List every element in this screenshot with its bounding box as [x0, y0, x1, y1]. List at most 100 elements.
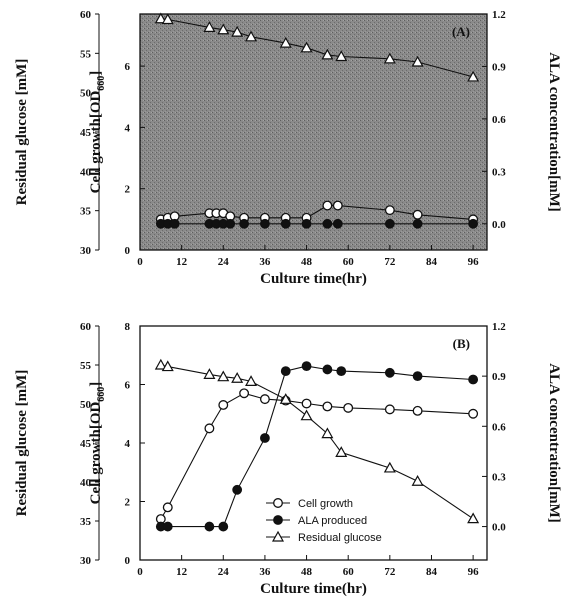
data-point	[343, 402, 354, 413]
right-tick-label: 0.9	[492, 61, 506, 73]
data-point	[300, 41, 313, 53]
data-point	[300, 409, 313, 421]
right-tick-label: 0.6	[492, 421, 506, 433]
right-tick-label: 0.6	[492, 114, 506, 126]
inner-axis-title-main: Cell growth[OD	[88, 91, 104, 194]
outer-axis-title: Residual glucose [mM]	[14, 59, 30, 206]
data-point	[322, 401, 333, 412]
x-tick-label: 60	[343, 256, 355, 268]
inner-tick-label: 2	[125, 184, 131, 196]
data-point	[169, 218, 180, 229]
plot-area	[139, 13, 488, 251]
data-point	[301, 361, 312, 372]
x-tick-label: 84	[426, 256, 438, 268]
outer-tick-label: 35	[80, 206, 92, 218]
data-point	[468, 218, 479, 229]
data-point	[332, 218, 343, 229]
x-tick-label: 0	[137, 566, 143, 578]
outer-tick-label: 55	[80, 360, 92, 372]
data-point	[280, 366, 291, 377]
right-axis-title: ALA concentration[mM]	[546, 363, 562, 523]
data-point	[239, 218, 250, 229]
outer-axis-title: Residual glucose [mM]	[14, 370, 30, 517]
inner-tick-label: 0	[125, 245, 131, 257]
legend-label: Cell growth	[298, 498, 353, 510]
data-point	[412, 405, 423, 416]
data-point	[383, 461, 396, 473]
x-tick-label: 36	[259, 256, 271, 268]
series-filled-circle	[155, 361, 479, 532]
x-tick-label: 72	[384, 256, 396, 268]
data-point	[322, 364, 333, 375]
data-point	[411, 474, 424, 486]
data-point	[217, 370, 230, 382]
x-tick-label: 36	[259, 566, 271, 578]
legend-marker	[271, 530, 285, 542]
data-point	[301, 218, 312, 229]
data-point	[384, 205, 395, 216]
x-tick-label: 84	[426, 566, 438, 578]
data-point	[231, 25, 244, 37]
x-axis-title: Culture time(hr)	[260, 581, 367, 597]
inner-tick-label: 8	[125, 321, 131, 333]
inner-axis-title: Cell growth[OD660]	[88, 382, 107, 505]
plot-area	[139, 325, 488, 561]
data-point	[162, 521, 173, 532]
outer-tick-label: 30	[80, 555, 92, 567]
outer-tick-label: 40	[80, 477, 92, 489]
inner-tick-label: 4	[125, 122, 131, 134]
data-point	[322, 200, 333, 211]
data-point	[301, 398, 312, 409]
data-point	[232, 484, 243, 495]
legend-label: Residual glucose	[298, 532, 382, 544]
data-point	[245, 375, 258, 386]
x-tick-label: 48	[301, 256, 313, 268]
data-point	[154, 358, 167, 370]
outer-tick-label: 30	[80, 245, 92, 257]
data-point	[335, 446, 348, 457]
data-point	[279, 36, 292, 48]
data-point	[218, 400, 229, 410]
data-point	[467, 70, 480, 82]
x-tick-label: 0	[137, 256, 143, 268]
panel-label: (A)	[452, 24, 470, 39]
outer-tick-label: 50	[80, 88, 92, 100]
x-tick-label: 96	[468, 256, 480, 268]
outer-tick-label: 45	[80, 127, 92, 139]
x-tick-label: 96	[468, 566, 480, 578]
data-point	[412, 371, 423, 382]
data-point	[260, 433, 270, 443]
data-point	[412, 209, 423, 220]
data-point	[231, 372, 244, 383]
x-tick-label: 12	[176, 566, 188, 578]
data-point	[162, 502, 173, 513]
data-point	[412, 218, 423, 229]
inner-axis-title-close: ]	[88, 71, 104, 76]
data-point	[161, 360, 174, 372]
right-tick-label: 0.3	[492, 471, 506, 483]
data-point	[217, 23, 230, 35]
inner-tick-label: 4	[125, 438, 131, 450]
inner-axis-title: Cell growth[OD660]	[88, 71, 107, 194]
data-point	[161, 13, 174, 25]
right-tick-label: 0.0	[492, 522, 506, 534]
legend-marker	[273, 498, 283, 508]
right-tick-label: 0.9	[492, 371, 506, 383]
legend-marker	[273, 515, 283, 525]
data-point	[203, 21, 216, 32]
outer-tick-label: 40	[80, 166, 92, 178]
x-tick-label: 48	[301, 566, 313, 578]
inner-tick-label: 2	[125, 497, 131, 509]
x-tick-label: 24	[218, 566, 230, 578]
data-point	[321, 427, 334, 439]
outer-tick-label: 60	[80, 321, 92, 333]
data-point	[322, 218, 333, 229]
x-tick-label: 12	[176, 256, 188, 268]
data-point	[411, 55, 424, 67]
inner-tick-label: 6	[125, 380, 131, 392]
outer-tick-label: 50	[80, 399, 92, 411]
data-point	[204, 423, 215, 434]
legend: Cell growth ALA produced Residual glucose	[266, 498, 382, 544]
